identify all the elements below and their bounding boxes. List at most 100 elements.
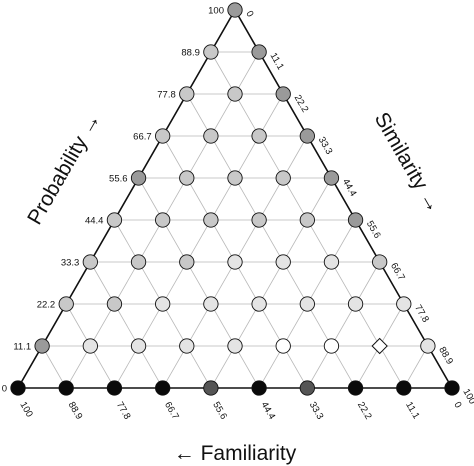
data-point (347, 296, 364, 312)
diamond-marker (371, 337, 388, 355)
similarity-tick-label: 33.3 (316, 135, 335, 157)
familiarity-tick-label: 22.2 (355, 400, 374, 422)
probability-tick-label: 44.4 (85, 216, 104, 227)
data-point (275, 86, 291, 102)
data-point (299, 212, 315, 228)
data-point (130, 338, 147, 354)
similarity-axis-title: Similarity → (370, 108, 446, 217)
data-point (275, 170, 291, 186)
data-point (179, 338, 195, 354)
probability-tick-label: 11.1 (13, 342, 31, 353)
data-point (396, 380, 412, 396)
grid-line (114, 93, 284, 389)
data-point (203, 44, 219, 60)
data-point (155, 380, 171, 396)
data-point (106, 212, 123, 228)
grid-line (41, 345, 67, 389)
similarity-tick-label: 66.7 (388, 261, 407, 283)
familiarity-tick-label: 33.3 (307, 400, 326, 422)
probability-tick-label: 33.3 (61, 258, 80, 269)
data-point (203, 380, 219, 396)
data-point (203, 212, 219, 228)
probability-tick-label: 55.6 (109, 174, 128, 185)
familiarity-axis-title: ← Familiarity (174, 442, 297, 465)
grid-line (306, 261, 381, 389)
familiarity-tick-label: 88.9 (66, 400, 85, 422)
similarity-tick-label: 44.4 (340, 177, 359, 199)
data-point (34, 338, 50, 354)
similarity-tick-label: 77.8 (412, 303, 431, 325)
probability-tick-label: 88.9 (181, 48, 200, 59)
data-point (106, 296, 123, 312)
data-point (251, 44, 267, 60)
data-point (347, 212, 364, 228)
data-point (106, 380, 123, 396)
bottom-tick-labels: 100 88.9 77.8 66.7 55.6 44.4 33.3 22.2 11.1 0 (17, 400, 463, 422)
data-point (299, 380, 315, 396)
similarity-tick-label: 55.6 (364, 219, 383, 241)
probability-tick-label: 77.8 (157, 90, 176, 101)
probability-tick-label: 100 (208, 6, 224, 17)
probability-tick-label: 0 (2, 384, 7, 395)
data-point (203, 296, 219, 312)
data-point (275, 338, 291, 354)
data-point (155, 212, 171, 228)
data-point (251, 296, 267, 312)
data-point (155, 296, 171, 312)
data-point (251, 212, 267, 228)
familiarity-tick-label: 55.6 (210, 400, 229, 422)
familiarity-tick-label: 100 (17, 400, 34, 419)
data-point (179, 254, 195, 270)
data-point (420, 338, 436, 354)
data-point (299, 296, 315, 312)
data-point (323, 254, 340, 270)
data-point (130, 170, 147, 186)
familiarity-tick-label: 77.8 (114, 400, 133, 422)
familiarity-tick-label: 0 (451, 400, 463, 410)
data-point (203, 128, 219, 144)
data-point (227, 170, 243, 186)
data-point (251, 380, 267, 396)
similarity-tick-label: 0 (243, 9, 255, 19)
data-point (227, 254, 243, 270)
data-point (179, 170, 195, 186)
grid-line (186, 93, 356, 389)
data-point (130, 254, 147, 270)
data-point (179, 86, 195, 102)
familiarity-tick-label: 11.1 (403, 400, 421, 421)
probability-tick-label: 66.7 (133, 132, 152, 143)
data-point (58, 380, 74, 396)
left-tick-labels: 0 11.1 22.2 33.3 44.4 55.6 66.7 77.8 88.9 100 (2, 6, 224, 395)
data-point (299, 128, 315, 144)
data-point (227, 86, 243, 102)
data-point (82, 338, 98, 354)
data-point (323, 338, 340, 354)
grid-line (210, 177, 332, 389)
probability-axis-title: Probability → (23, 109, 105, 229)
grid-line (89, 261, 164, 389)
data-point (155, 128, 171, 144)
similarity-tick-label: 11.1 (268, 51, 286, 72)
data-point (444, 380, 460, 396)
familiarity-tick-label: 66.7 (162, 400, 181, 422)
data-point (275, 254, 291, 270)
data-point (227, 338, 243, 354)
data-point (10, 380, 26, 396)
data-point (347, 380, 364, 396)
data-point (82, 254, 98, 270)
data-point (251, 128, 267, 144)
triangle-frame (16, 8, 454, 389)
grid-line (403, 345, 429, 389)
probability-tick-label: 22.2 (37, 300, 56, 311)
data-points (10, 2, 460, 396)
data-point (58, 296, 74, 312)
data-point (396, 296, 412, 312)
similarity-tick-label: 88.9 (436, 345, 455, 367)
familiarity-tick-label: 44.4 (259, 400, 278, 422)
data-point (227, 2, 243, 18)
similarity-tick-label: 22.2 (292, 93, 311, 115)
data-point (323, 170, 340, 186)
data-point (372, 254, 388, 270)
grid-line (138, 177, 260, 389)
